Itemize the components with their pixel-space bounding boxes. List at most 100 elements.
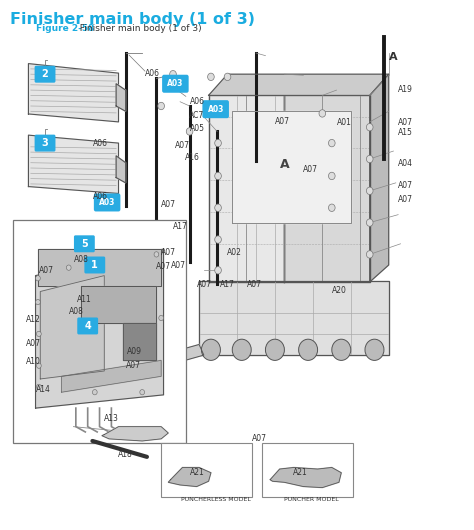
- Circle shape: [328, 139, 335, 147]
- Polygon shape: [161, 344, 204, 366]
- Text: A21: A21: [190, 469, 204, 477]
- Text: A07: A07: [275, 118, 290, 126]
- Text: A04: A04: [398, 159, 413, 167]
- Polygon shape: [370, 74, 389, 282]
- Text: A17: A17: [173, 223, 188, 231]
- Circle shape: [366, 219, 373, 226]
- Polygon shape: [40, 276, 104, 379]
- Polygon shape: [36, 249, 164, 408]
- Circle shape: [232, 339, 251, 360]
- Circle shape: [36, 384, 41, 390]
- Bar: [161, 443, 252, 497]
- Text: A06: A06: [93, 139, 108, 147]
- Text: A07: A07: [246, 280, 262, 288]
- Text: A: A: [389, 52, 397, 62]
- Circle shape: [366, 251, 373, 258]
- Text: A07: A07: [303, 165, 319, 174]
- Text: Figure 2-58: Figure 2-58: [36, 24, 94, 33]
- Polygon shape: [28, 135, 118, 193]
- Circle shape: [265, 339, 284, 360]
- Polygon shape: [116, 84, 126, 111]
- Circle shape: [36, 276, 40, 281]
- Text: A07: A07: [126, 361, 141, 370]
- Text: A05: A05: [190, 124, 205, 132]
- Circle shape: [332, 339, 351, 360]
- Text: A03: A03: [208, 105, 224, 113]
- Polygon shape: [123, 323, 156, 360]
- Text: PUNCHER MODEL: PUNCHER MODEL: [284, 497, 339, 502]
- Text: A17: A17: [219, 280, 234, 288]
- Circle shape: [299, 339, 318, 360]
- Text: A07: A07: [197, 280, 212, 288]
- Circle shape: [154, 252, 159, 257]
- Polygon shape: [28, 64, 118, 122]
- Text: A10: A10: [26, 357, 41, 366]
- Polygon shape: [116, 156, 126, 183]
- Circle shape: [36, 331, 41, 337]
- Text: A18: A18: [118, 450, 132, 458]
- Text: A07: A07: [171, 261, 186, 269]
- FancyBboxPatch shape: [35, 135, 55, 152]
- Polygon shape: [232, 111, 351, 223]
- Circle shape: [215, 236, 221, 243]
- Circle shape: [366, 123, 373, 131]
- Text: A06: A06: [93, 192, 108, 200]
- Text: A07: A07: [161, 248, 176, 257]
- Text: A09: A09: [127, 348, 142, 356]
- Bar: [13, 220, 186, 443]
- Polygon shape: [199, 281, 389, 355]
- Text: A21: A21: [293, 469, 308, 477]
- FancyBboxPatch shape: [77, 317, 98, 334]
- Circle shape: [36, 363, 41, 368]
- Text: A06: A06: [145, 69, 160, 77]
- FancyBboxPatch shape: [35, 66, 55, 83]
- Text: A15: A15: [398, 128, 413, 137]
- Circle shape: [215, 110, 221, 117]
- Text: A01: A01: [337, 119, 351, 127]
- Text: A03: A03: [99, 198, 115, 207]
- Circle shape: [215, 204, 221, 211]
- FancyBboxPatch shape: [74, 235, 95, 252]
- Text: A13: A13: [104, 414, 119, 423]
- Polygon shape: [62, 360, 161, 392]
- Text: A07: A07: [398, 196, 413, 204]
- Circle shape: [215, 267, 221, 274]
- Circle shape: [36, 299, 40, 305]
- Polygon shape: [209, 95, 284, 282]
- Text: 4: 4: [84, 321, 91, 331]
- Text: A19: A19: [398, 85, 413, 93]
- Text: A07: A07: [175, 141, 191, 149]
- Circle shape: [328, 204, 335, 211]
- Polygon shape: [270, 467, 341, 488]
- Circle shape: [186, 128, 193, 135]
- Polygon shape: [209, 74, 389, 95]
- Text: AC7: AC7: [189, 111, 204, 120]
- Text: Finisher main body (1 of 3): Finisher main body (1 of 3): [74, 24, 202, 33]
- Text: 2: 2: [42, 69, 48, 79]
- Circle shape: [140, 390, 145, 395]
- FancyBboxPatch shape: [84, 257, 105, 273]
- Text: A07: A07: [252, 435, 267, 443]
- Text: A07: A07: [39, 266, 55, 275]
- Text: A07: A07: [161, 200, 176, 209]
- Bar: [262, 443, 353, 497]
- Text: Finisher main body (1 of 3): Finisher main body (1 of 3): [10, 12, 255, 26]
- Circle shape: [170, 70, 176, 78]
- Text: A11: A11: [77, 295, 92, 304]
- Text: A07: A07: [26, 339, 41, 348]
- Polygon shape: [102, 427, 168, 441]
- Circle shape: [366, 155, 373, 163]
- Text: A03: A03: [167, 80, 183, 88]
- Text: A: A: [280, 158, 289, 171]
- Circle shape: [215, 139, 221, 147]
- FancyBboxPatch shape: [162, 75, 189, 93]
- Polygon shape: [38, 249, 161, 286]
- Text: 3: 3: [42, 138, 48, 148]
- Circle shape: [366, 187, 373, 195]
- FancyBboxPatch shape: [94, 193, 120, 211]
- Circle shape: [66, 265, 71, 270]
- Text: A07: A07: [398, 119, 413, 127]
- Text: A02: A02: [227, 248, 241, 257]
- Text: A07: A07: [398, 181, 413, 190]
- Circle shape: [215, 172, 221, 180]
